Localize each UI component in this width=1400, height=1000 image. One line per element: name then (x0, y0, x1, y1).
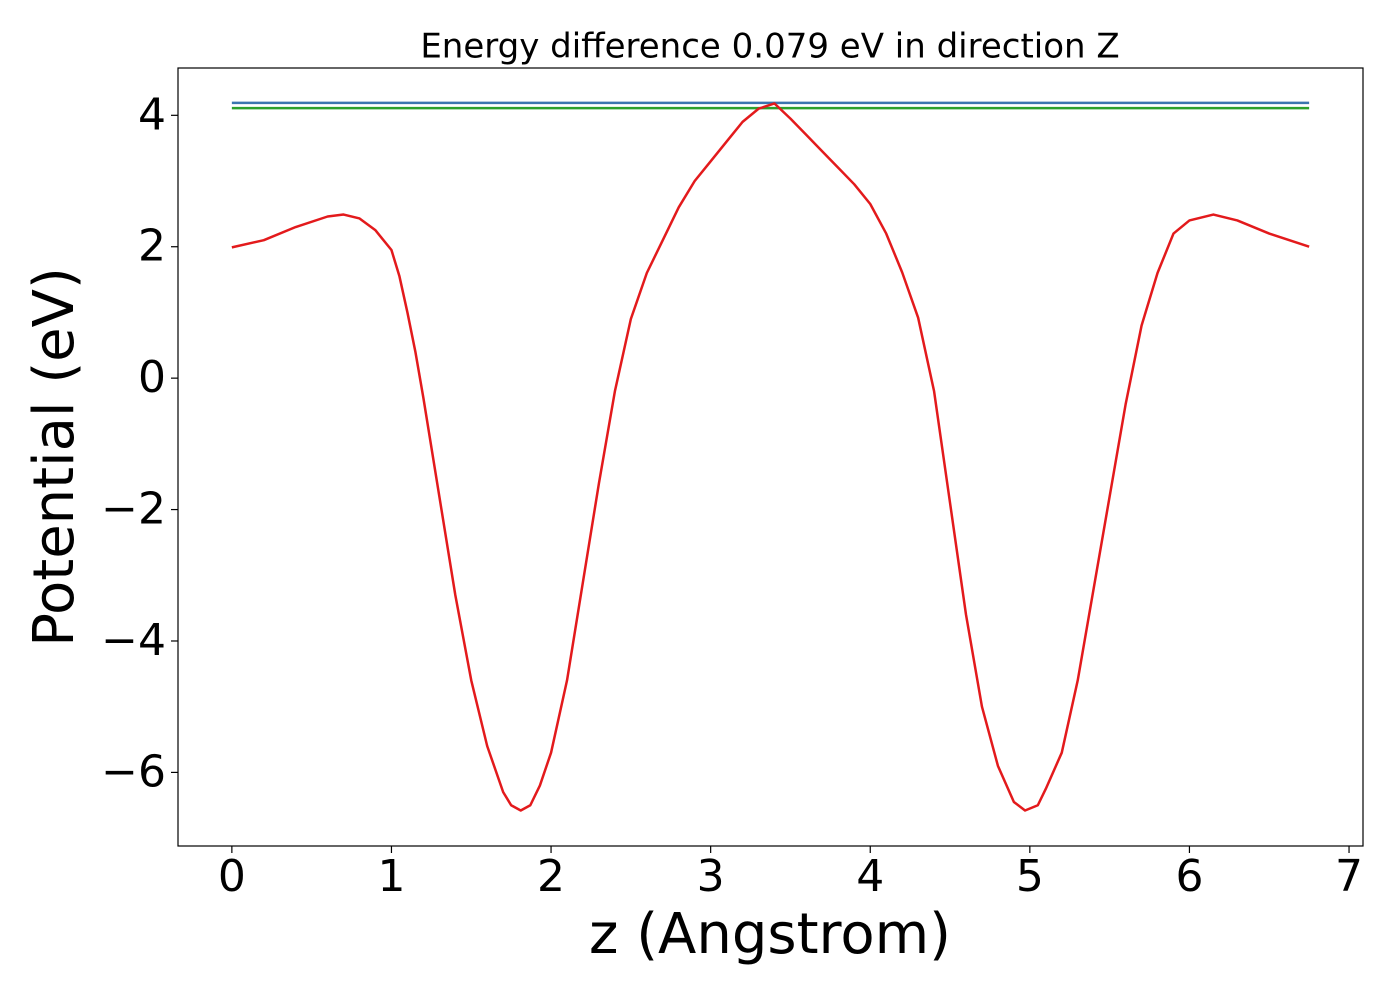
x-tick-label: 2 (537, 851, 565, 902)
line-series (231, 102, 1310, 812)
x-tick-label: 0 (218, 851, 246, 902)
y-tick-label: 2 (138, 221, 166, 272)
y-tick-label: −4 (101, 615, 166, 666)
y-tick-label: 4 (138, 89, 166, 140)
y-tick-label: 0 (138, 352, 166, 403)
x-tick-label: 4 (856, 851, 884, 902)
x-tick-label: 7 (1335, 851, 1363, 902)
x-tick-label: 3 (697, 851, 725, 902)
x-tick-label: 1 (377, 851, 405, 902)
y-tick-label: −6 (101, 746, 166, 797)
y-tick-label: −2 (101, 484, 166, 535)
y-axis-label: Potential (eV) (22, 267, 87, 647)
plot-frame (177, 67, 1364, 847)
x-tick-label: 6 (1175, 851, 1203, 902)
chart-title: Energy difference 0.079 eV in direction … (420, 27, 1119, 67)
x-tick-label: 5 (1016, 851, 1044, 902)
x-axis-label: z (Angstrom) (589, 902, 951, 967)
